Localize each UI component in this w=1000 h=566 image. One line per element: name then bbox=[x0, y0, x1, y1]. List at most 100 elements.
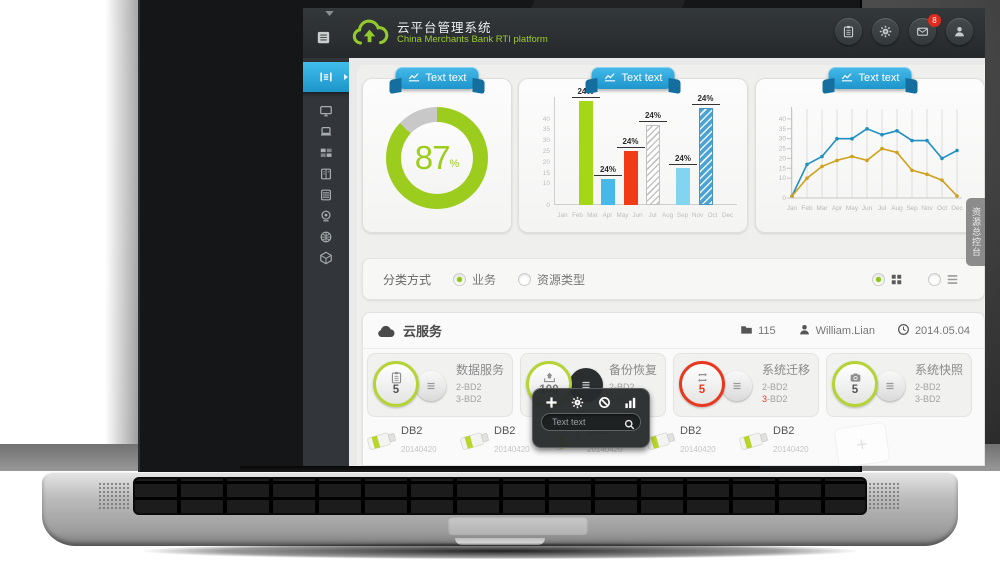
sidebar-item-network[interactable] bbox=[303, 227, 349, 247]
filter-option-1[interactable]: 业务 bbox=[453, 271, 496, 288]
y-tick-label: 40 bbox=[542, 115, 550, 123]
add-storage-card[interactable]: + bbox=[833, 421, 891, 466]
y-tick-label: 15 bbox=[542, 169, 550, 177]
svg-text:Sep: Sep bbox=[906, 205, 918, 212]
service-menu-button[interactable] bbox=[875, 371, 905, 401]
settings-button[interactable] bbox=[571, 396, 584, 409]
service-title: 备份恢复 bbox=[609, 363, 658, 377]
laptop-shadow bbox=[20, 543, 980, 563]
speaker-grill-right bbox=[868, 482, 900, 510]
service-line: 2-BD2 bbox=[609, 382, 635, 392]
messages-button[interactable]: 8 bbox=[909, 14, 941, 45]
donut-unit: % bbox=[449, 158, 460, 170]
service-title: 系统迁移 bbox=[762, 363, 811, 377]
migrate-icon bbox=[696, 371, 709, 384]
book-icon bbox=[319, 167, 333, 181]
sidebar-item-servers[interactable] bbox=[303, 185, 349, 205]
svg-text:25: 25 bbox=[779, 146, 787, 153]
sidebar-item-hosts[interactable] bbox=[303, 122, 349, 142]
y-axis bbox=[554, 97, 555, 205]
storage-item-date: 20140420 bbox=[401, 445, 437, 454]
disable-button[interactable] bbox=[598, 396, 611, 409]
account-button[interactable] bbox=[946, 18, 973, 45]
bar-value-label: 24% bbox=[616, 138, 645, 148]
sidebar-nav bbox=[303, 58, 351, 466]
sidebar-item-devices[interactable] bbox=[303, 206, 349, 226]
bar bbox=[578, 101, 593, 205]
cloud-icon bbox=[377, 325, 395, 337]
globe-icon bbox=[319, 230, 333, 244]
bar-value-label: 24% bbox=[669, 155, 697, 166]
clipboard-icon bbox=[842, 25, 855, 38]
folder-count-value: 115 bbox=[758, 324, 776, 337]
radio-icon bbox=[453, 272, 467, 286]
camera-icon bbox=[849, 371, 862, 384]
cloud-services-panel: 云服务 115 William.Lian 2014.05.04 bbox=[362, 312, 985, 466]
service-cards-row: 5数据服务2-BD23-BD2100备份恢复2-BD23-BD25系统迁移2-B… bbox=[367, 353, 972, 417]
gear-icon bbox=[879, 25, 892, 38]
filter-options: 业务 资源类型 bbox=[445, 271, 585, 288]
x-tick-label: Nov bbox=[691, 212, 704, 219]
service-card-1[interactable]: 5 数据服务 2-BD2 3-BD2 bbox=[367, 353, 513, 417]
svg-text:Apr: Apr bbox=[832, 205, 843, 212]
bar-value-label: 24% bbox=[691, 94, 720, 105]
bar bbox=[698, 107, 713, 205]
storage-item[interactable]: DB2 20140420 bbox=[458, 425, 551, 465]
service-info: 系统迁移 2-BD2 3-BD2 bbox=[762, 361, 810, 405]
filter-option-label: 业务 bbox=[472, 272, 497, 287]
list-view-icon bbox=[947, 274, 958, 285]
card-ribbon: Text text bbox=[591, 67, 675, 89]
svg-text:Jul: Jul bbox=[878, 205, 887, 212]
y-tick-label: 10 bbox=[542, 180, 550, 188]
svg-text:Feb: Feb bbox=[801, 205, 813, 212]
service-count-badge[interactable]: 5 bbox=[832, 361, 878, 407]
monitor-icon bbox=[319, 104, 333, 118]
toolbar-search-input[interactable] bbox=[550, 416, 622, 428]
storage-item[interactable]: DB2 20140420 bbox=[737, 425, 830, 465]
service-card-3[interactable]: 5 系统迁移 2-BD2 3-BD2 bbox=[673, 353, 819, 417]
filter-bar: 分类方式 业务 资源类型 bbox=[362, 258, 985, 300]
sidebar-item-catalog[interactable] bbox=[303, 164, 349, 184]
grid-view-icon bbox=[891, 274, 902, 285]
panel-meta: 115 William.Lian 2014.05.04 bbox=[724, 323, 970, 339]
add-button[interactable] bbox=[545, 396, 558, 409]
storage-item-date: 20140420 bbox=[773, 445, 809, 454]
search-icon[interactable] bbox=[624, 417, 635, 430]
x-axis bbox=[554, 204, 737, 205]
filter-option-2[interactable]: 资源类型 bbox=[518, 271, 585, 288]
current-user: William.Lian bbox=[798, 323, 875, 339]
service-count-badge[interactable]: 5 bbox=[679, 361, 725, 407]
list-view-toggle[interactable] bbox=[928, 272, 958, 286]
service-line: 2-BD2 bbox=[456, 382, 482, 392]
hamburger-menu-icon[interactable] bbox=[316, 31, 332, 45]
stats-button[interactable] bbox=[624, 396, 637, 409]
storage-item[interactable]: DB2 20140420 bbox=[644, 425, 737, 465]
bar bbox=[676, 168, 690, 205]
resource-console-tab[interactable]: 资源总控台 bbox=[966, 198, 985, 266]
storage-item[interactable]: DB2 20140420 bbox=[365, 425, 458, 465]
bar-chart: 40 35 30 25 20 15 10 0 Jan Feb Mar Apr May Jun Jul Aug S… bbox=[527, 79, 741, 229]
tasks-button[interactable] bbox=[835, 18, 862, 45]
sidebar-item-resources[interactable] bbox=[303, 143, 349, 163]
donut-chart-card: Text text 87 % bbox=[362, 67, 512, 233]
ribbon-label: Text text bbox=[621, 72, 663, 84]
svg-text:0: 0 bbox=[782, 195, 786, 202]
sidebar-item-monitor[interactable] bbox=[303, 101, 349, 121]
x-tick-label: Apr bbox=[602, 212, 613, 219]
laptop-lid-notch bbox=[455, 538, 545, 545]
service-count-badge[interactable]: 5 bbox=[373, 361, 419, 407]
settings-button[interactable] bbox=[872, 18, 899, 45]
sidebar-item-storage[interactable] bbox=[303, 248, 349, 268]
service-menu-button[interactable] bbox=[416, 371, 446, 401]
grid-view-toggle[interactable] bbox=[872, 272, 902, 286]
svg-text:10: 10 bbox=[779, 175, 787, 182]
sidebar-item-dashboard[interactable] bbox=[303, 62, 351, 92]
card-ribbon: Text text bbox=[828, 67, 912, 89]
radio-icon bbox=[928, 272, 941, 286]
service-count: 5 bbox=[698, 384, 706, 397]
service-menu-button[interactable] bbox=[722, 371, 752, 401]
service-info: 系统快照 2-BD2 3-BD2 bbox=[915, 361, 963, 405]
svg-text:Oct: Oct bbox=[937, 205, 947, 212]
service-card-4[interactable]: 5 系统快照 2-BD2 3-BD2 bbox=[826, 353, 972, 417]
service-count: 5 bbox=[392, 384, 400, 397]
